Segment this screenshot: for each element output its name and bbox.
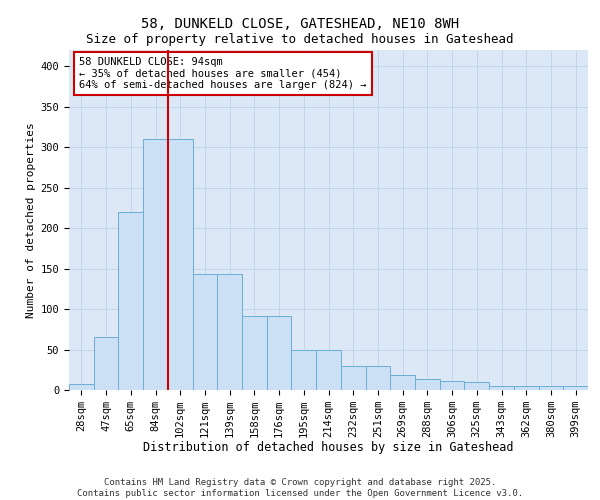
Bar (514, 386, 539, 390)
Bar (489, 386, 514, 390)
Bar (143, 139, 168, 390)
Text: Size of property relative to detached houses in Gateshead: Size of property relative to detached ho… (86, 32, 514, 46)
Bar (267, 316, 292, 390)
Bar (242, 316, 267, 390)
Bar (440, 381, 464, 390)
Y-axis label: Number of detached properties: Number of detached properties (26, 122, 37, 318)
Bar (316, 350, 341, 390)
Bar (464, 382, 489, 390)
Text: 58, DUNKELD CLOSE, GATESHEAD, NE10 8WH: 58, DUNKELD CLOSE, GATESHEAD, NE10 8WH (141, 18, 459, 32)
Bar (365, 366, 390, 390)
Bar (217, 274, 242, 390)
Bar (341, 366, 365, 390)
Bar (193, 274, 217, 390)
Bar (563, 386, 588, 390)
Bar (94, 338, 118, 390)
Bar (69, 384, 94, 390)
Bar (415, 378, 440, 390)
Bar (168, 139, 193, 390)
X-axis label: Distribution of detached houses by size in Gateshead: Distribution of detached houses by size … (143, 442, 514, 454)
Text: Contains HM Land Registry data © Crown copyright and database right 2025.
Contai: Contains HM Land Registry data © Crown c… (77, 478, 523, 498)
Text: 58 DUNKELD CLOSE: 94sqm
← 35% of detached houses are smaller (454)
64% of semi-d: 58 DUNKELD CLOSE: 94sqm ← 35% of detache… (79, 57, 367, 90)
Bar (118, 212, 143, 390)
Bar (390, 374, 415, 390)
Bar (292, 350, 316, 390)
Bar (539, 386, 563, 390)
